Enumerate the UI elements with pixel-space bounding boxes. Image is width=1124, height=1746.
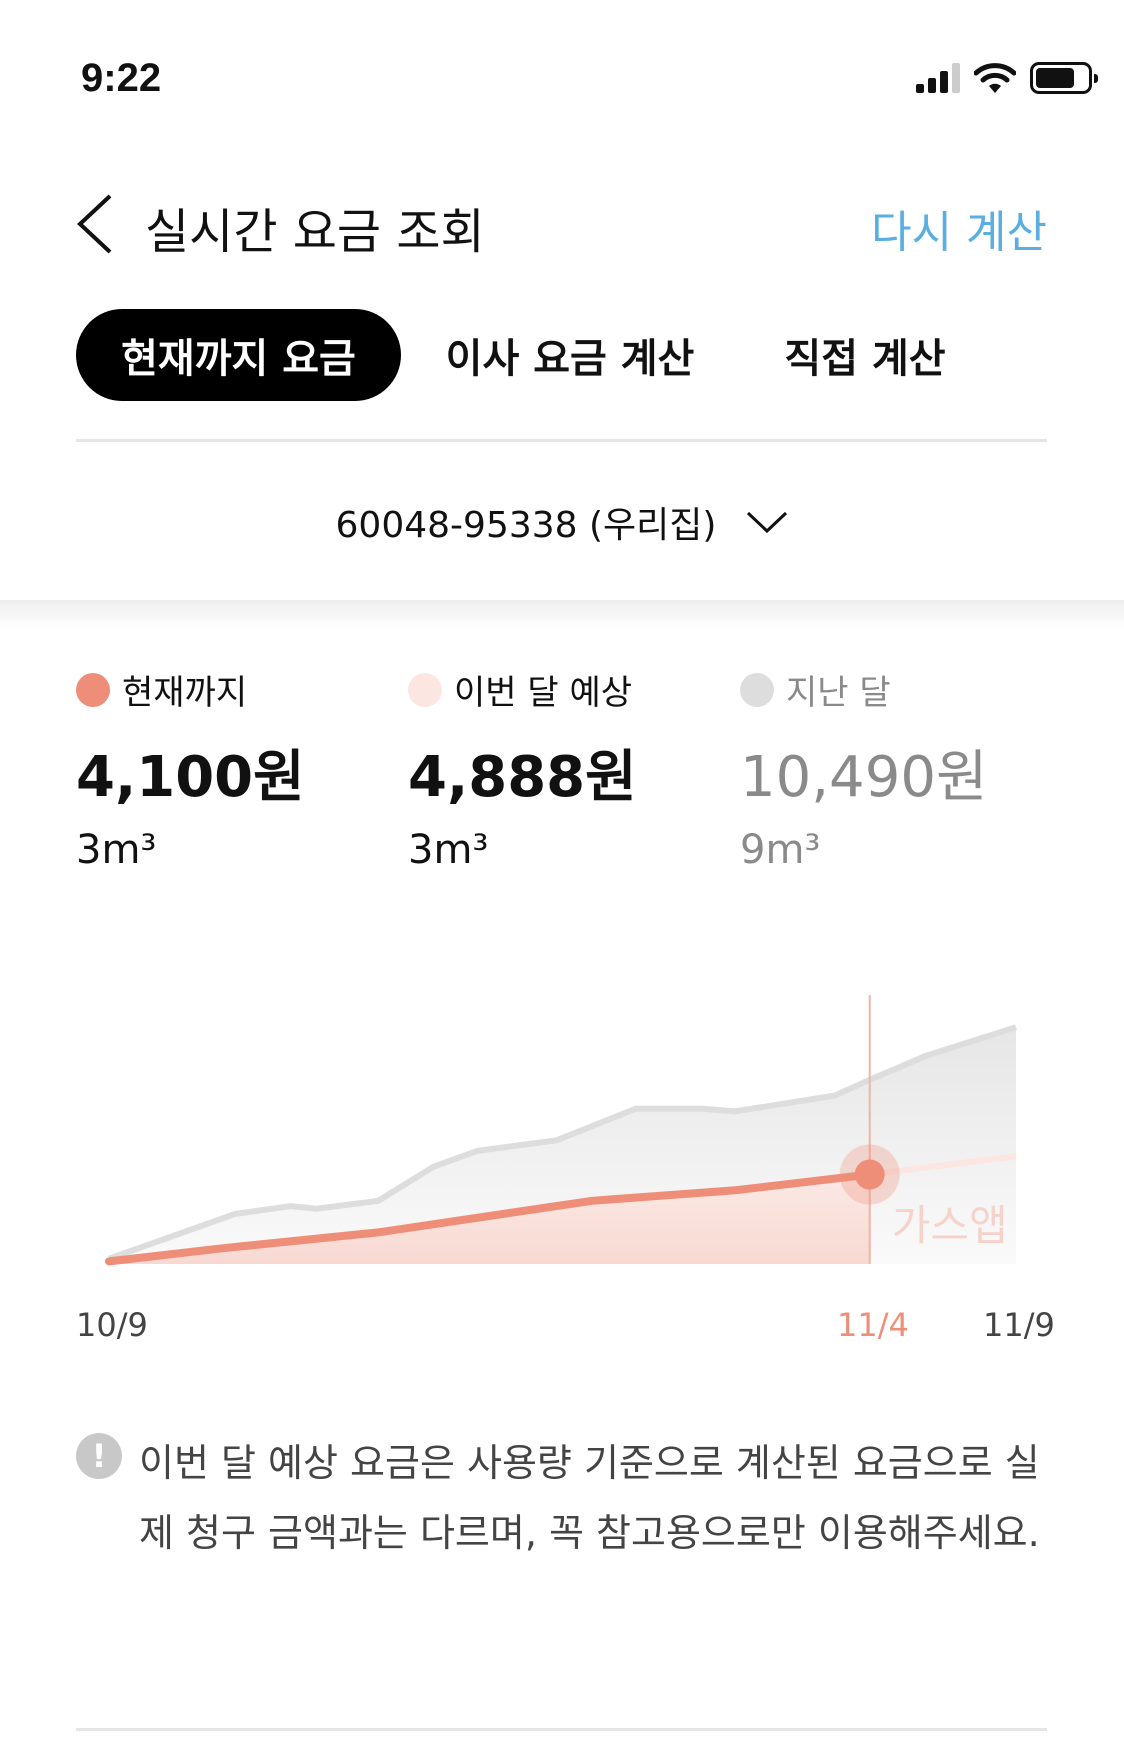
back-chevron-icon[interactable] [72,192,122,256]
usage: 3m³ [76,827,157,873]
legend-dot [408,672,442,707]
divider [76,439,1047,442]
usage-chart: 가스앱 [105,995,1017,1266]
wifi-icon [974,63,1016,93]
summary-last-month: 지난 달 10,490원 9m³ [740,665,987,873]
amount: 10,490원 [740,745,988,810]
account-selector[interactable]: 60048-95338 (우리집) [0,496,1124,548]
amount: 4,888원 [408,745,637,810]
legend-dot [740,672,774,707]
summary-current: 현재까지 4,100원 3m³ [76,665,305,873]
divider [76,1728,1047,1731]
chevron-down-icon [747,511,788,534]
notice-text: 이번 달 예상 요금은 사용량 기준으로 계산된 요금으로 실제 청구 금액과는… [139,1441,1040,1555]
legend-label: 이번 달 예상 [454,673,633,713]
recalculate-button[interactable]: 다시 계산 [871,207,1047,258]
summary-projected: 이번 달 예상 4,888원 3m³ [408,665,637,873]
tab-current-charge[interactable]: 현재까지 요금 [76,309,401,401]
legend-label: 지난 달 [786,673,891,713]
tab-manual-calc[interactable]: 직접 계산 [784,336,946,382]
legend-label: 현재까지 [122,673,248,713]
watermark-logo: 가스앱 [892,1201,1008,1250]
legend-dot [76,672,110,707]
usage: 3m³ [408,827,489,873]
x-label-end: 11/9 [983,1306,1055,1344]
signal-icon [916,63,960,93]
last-month-line [107,1024,1017,1262]
x-label-start: 10/9 [76,1306,148,1344]
x-label-today: 11/4 [837,1306,909,1344]
current-line [105,1170,874,1266]
projected-line [869,1153,1017,1178]
status-time: 9:22 [81,56,162,100]
tab-moving-charge[interactable]: 이사 요금 계산 [445,336,695,382]
account-value: 60048-95338 (우리집) [335,505,717,546]
status-icons [916,62,1098,94]
usage: 9m³ [740,827,821,873]
amount: 4,100원 [76,745,305,810]
section-shadow [0,600,1124,630]
today-point [854,1159,885,1190]
info-icon: ! [76,1433,122,1479]
page-title: 실시간 요금 조회 [145,204,485,260]
battery-icon [1030,62,1098,94]
